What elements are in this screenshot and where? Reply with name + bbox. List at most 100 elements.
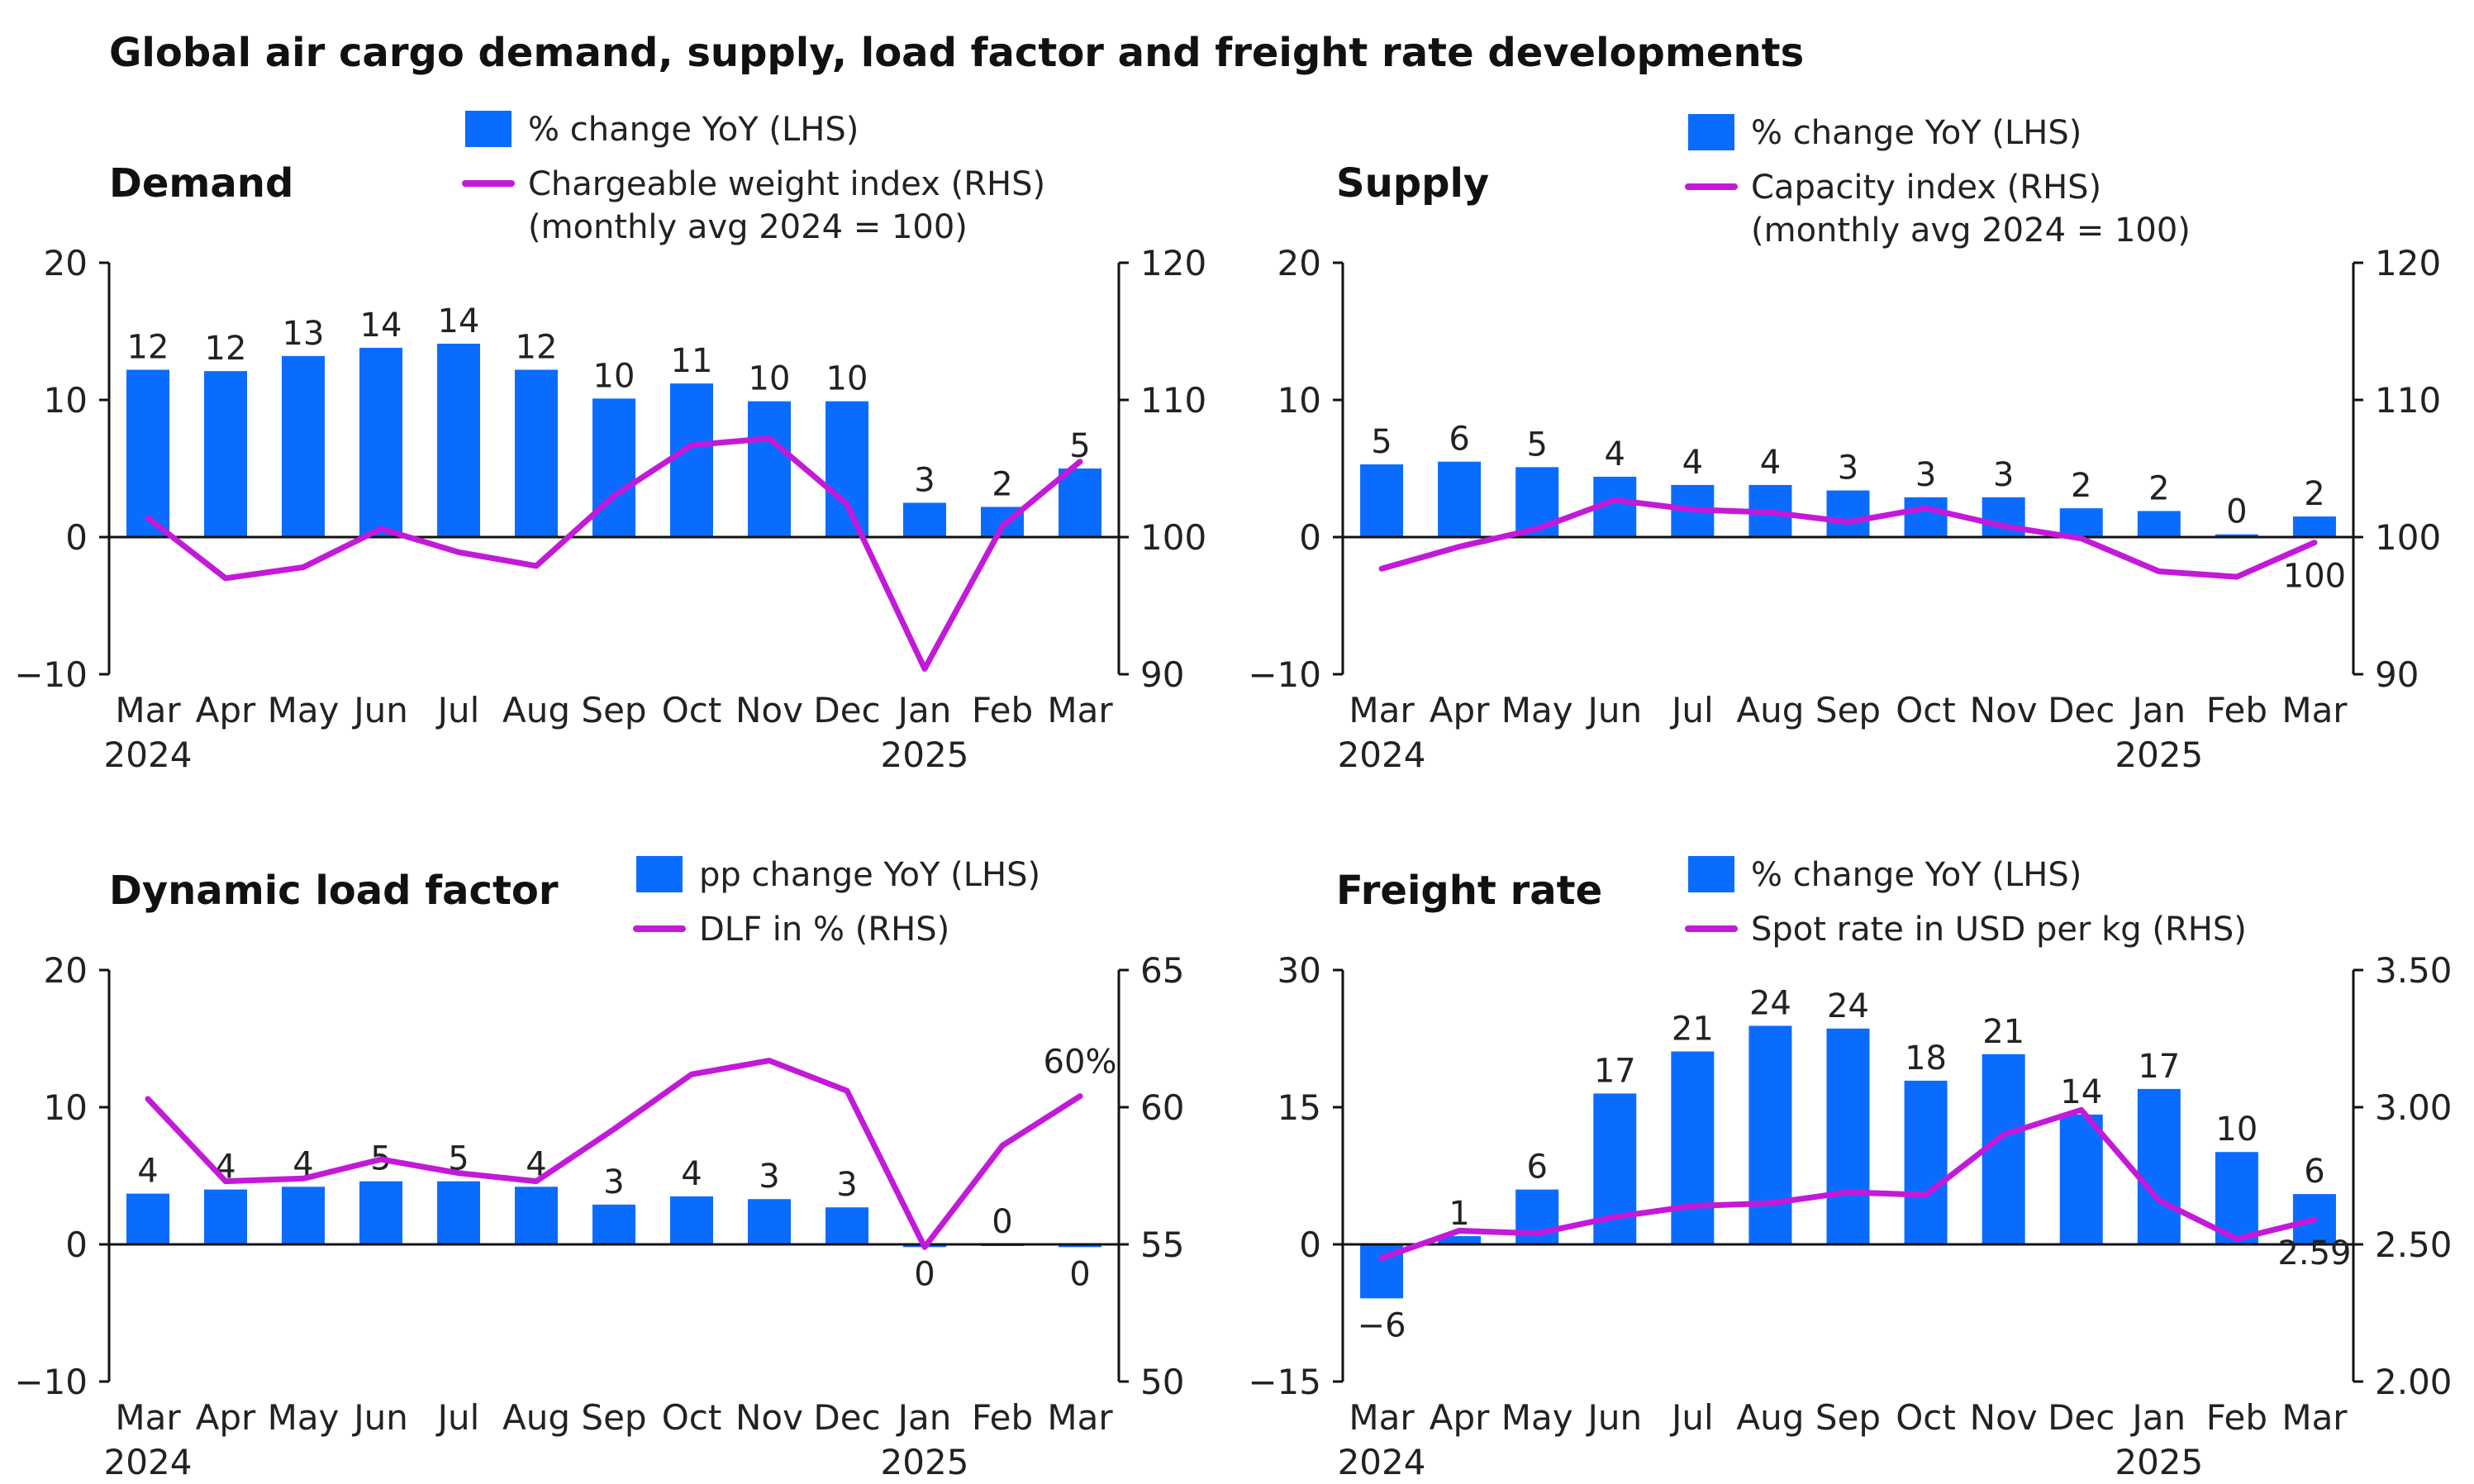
panel-1-bar xyxy=(592,398,635,537)
panel-3-line-point xyxy=(844,1088,849,1094)
panel-2-line-point xyxy=(1690,507,1696,512)
panel-1-line-point xyxy=(767,435,772,441)
panel-1-line-point xyxy=(844,502,849,507)
panel-4-bar-value-label: 18 xyxy=(1905,1039,1947,1077)
panel-3-category-label: Jan xyxy=(896,1397,952,1438)
chart-title: Global air cargo demand, supply, load fa… xyxy=(109,30,1805,76)
panel-1-right-tick-label: 110 xyxy=(1140,380,1206,421)
panel-4-category-label: Aug xyxy=(1736,1397,1804,1438)
panel-1-category-label: Jan xyxy=(896,690,952,730)
panel-2-right-tick-label: 110 xyxy=(2375,380,2441,421)
panel-3-bar xyxy=(1059,1244,1101,1248)
panel-2-category-label: Mar xyxy=(2281,690,2348,730)
panel-2-bar-value-label: 4 xyxy=(1682,444,1703,482)
panel-4-line-point xyxy=(1534,1230,1540,1236)
panel-4-bar xyxy=(2059,1114,2103,1244)
panel-1-bar-value-label: 13 xyxy=(283,315,325,353)
panel-1-line-point xyxy=(223,575,228,581)
panel-1-bar-value-label: 14 xyxy=(438,302,480,340)
panel-2-line-point xyxy=(2001,523,2006,529)
panel-2-right-tick-label: 100 xyxy=(2375,517,2441,558)
panel-2-bar xyxy=(1360,464,1404,537)
panel-2-line-point xyxy=(2078,535,2084,541)
panel-4-bar-value-label: 6 xyxy=(1526,1149,1547,1187)
panel-4-category-label: Oct xyxy=(1896,1397,1956,1438)
panel-3-line-point xyxy=(456,1170,461,1176)
panel-3-left-tick-label: 10 xyxy=(44,1087,88,1128)
panel-1-legend-line-note: (monthly avg 2024 = 100) xyxy=(528,208,968,246)
panel-3-line-point xyxy=(922,1244,927,1250)
panel-1-category-label: Dec xyxy=(813,690,880,730)
panel-2-year-label: 2024 xyxy=(1338,735,1426,775)
panel-4-right-tick-label: 2.50 xyxy=(2375,1225,2453,1265)
panel-2-category-label: Jan xyxy=(2129,690,2186,730)
panel-3-right-tick-label: 55 xyxy=(1140,1225,1184,1265)
panel-4-bar-value-label: 1 xyxy=(1449,1195,1469,1233)
panel-4-left-tick-label: 0 xyxy=(1299,1225,1321,1265)
panel-3-bar xyxy=(204,1189,247,1244)
panel-4-legend-bar-swatch xyxy=(1688,856,1734,892)
panel-4-category-label: Sep xyxy=(1815,1397,1881,1438)
panel-1-bar-value-label: 10 xyxy=(826,360,868,398)
panel-1-category-label: Jul xyxy=(435,690,480,730)
panel-1-line-point xyxy=(378,526,383,532)
panel-3-legend-bar-label: pp change YoY (LHS) xyxy=(699,856,1040,894)
panel-2-line-point xyxy=(1379,566,1385,572)
panel-2-bar-value-label: 3 xyxy=(1915,456,1936,494)
panel-2-bar xyxy=(1904,497,1948,537)
panel-1-right-tick-label: 120 xyxy=(1140,243,1206,283)
panel-2-bar-value-label: 2 xyxy=(2071,467,2091,505)
panel-4-right-tick-label: 3.00 xyxy=(2375,1087,2453,1128)
panel-4-left-tick-label: 30 xyxy=(1277,950,1321,991)
panel-2-left-tick-label: −10 xyxy=(1248,654,1321,695)
panel-4-bar-value-label: 21 xyxy=(1982,1013,2024,1051)
panel-4-category-label: Feb xyxy=(2206,1397,2267,1438)
panel-2-line-point xyxy=(1767,510,1773,516)
panel-3-bar-value-label: 3 xyxy=(759,1158,779,1196)
panel-2-bar xyxy=(2059,508,2103,537)
panel-4-bar xyxy=(1438,1236,1482,1244)
panel-3-category-label: Jun xyxy=(351,1397,408,1438)
panel-3-bar xyxy=(670,1196,713,1244)
panel-3-category-label: Jul xyxy=(435,1397,480,1438)
panel-1-right-tick-label: 90 xyxy=(1140,654,1184,695)
panel-4-title: Freight rate xyxy=(1336,868,1602,914)
panel-4-bar xyxy=(1748,1025,1792,1244)
panel-2-left-tick-label: 0 xyxy=(1299,517,1321,558)
panel-2-legend-line-note: (monthly avg 2024 = 100) xyxy=(1751,212,2191,250)
panel-1-right-tick-label: 100 xyxy=(1140,517,1206,558)
panel-1-bar-value-label: 2 xyxy=(992,465,1012,503)
panel-3-bar xyxy=(515,1187,558,1244)
panel-2-category-label: Dec xyxy=(2048,690,2115,730)
panel-2-line-point xyxy=(1612,497,1618,503)
panel-3-bar xyxy=(126,1193,169,1244)
panel-4-right-tick-label: 3.50 xyxy=(2375,950,2453,991)
panel-1-line-point xyxy=(145,515,150,521)
panel-4-category-label: Dec xyxy=(2048,1397,2115,1438)
panel-4-bar-value-label: 17 xyxy=(2138,1048,2180,1086)
panel-3-category-label: Dec xyxy=(813,1397,880,1438)
panel-3-bar-value-label: 4 xyxy=(681,1155,702,1193)
panel-1-line-point xyxy=(301,564,306,570)
panel-3-category-label: Mar xyxy=(115,1397,181,1438)
panel-2-line-point xyxy=(1457,544,1463,549)
panel-1-line-point xyxy=(1000,523,1005,529)
panel-4-line-point xyxy=(2001,1132,2006,1138)
panel-2-bar-value-label: 3 xyxy=(1993,456,2014,494)
panel-4-left-tick-label: 15 xyxy=(1277,1087,1321,1128)
panel-1-line-point xyxy=(456,549,461,555)
panel-1-bar-value-label: 12 xyxy=(127,328,169,366)
panel-3-bar-value-label: 0 xyxy=(992,1203,1012,1241)
panel-3-line-point xyxy=(145,1096,150,1102)
panel-4-bar-value-label: 17 xyxy=(1594,1052,1636,1090)
panel-3-year-label: 2025 xyxy=(881,1442,969,1482)
panel-3-left-tick-label: −10 xyxy=(14,1362,88,1402)
panel-1-bar xyxy=(437,343,480,537)
panel-3-line-point xyxy=(611,1126,616,1132)
panel-1-line-point xyxy=(922,666,927,672)
panel-2-legend-bar-swatch xyxy=(1688,114,1734,150)
panel-2-bar xyxy=(1438,461,1482,537)
panel-2-bar-value-label: 0 xyxy=(2226,493,2247,531)
panel-4-category-label: Mar xyxy=(2281,1397,2348,1438)
panel-2-line-point xyxy=(1845,519,1851,525)
